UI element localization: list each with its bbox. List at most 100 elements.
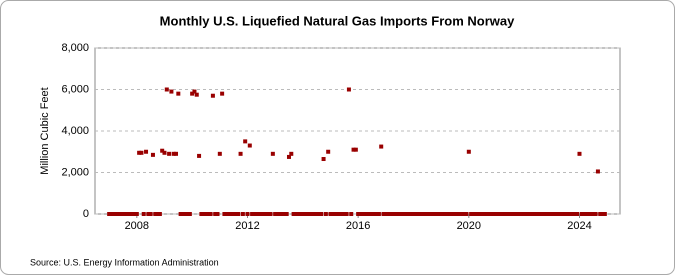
marker <box>243 139 248 144</box>
marker <box>250 212 255 216</box>
marker <box>522 212 527 216</box>
marker <box>582 212 587 216</box>
marker <box>139 150 144 155</box>
marker <box>397 212 402 216</box>
marker <box>457 212 462 216</box>
marker <box>270 151 275 156</box>
x-tick-label: 2016 <box>346 220 370 232</box>
y-tick-label: 0 <box>83 208 89 220</box>
marker <box>524 212 529 216</box>
marker <box>342 212 347 216</box>
marker <box>552 212 557 216</box>
marker <box>134 212 139 216</box>
marker <box>194 92 199 97</box>
marker <box>144 149 149 154</box>
marker <box>570 212 575 216</box>
x-tick-label: 2020 <box>457 220 481 232</box>
marker <box>584 212 589 216</box>
marker <box>379 144 384 149</box>
marker <box>190 91 195 96</box>
marker <box>125 212 130 216</box>
marker <box>519 212 524 216</box>
marker <box>148 212 153 216</box>
marker <box>446 212 451 216</box>
marker <box>480 212 485 216</box>
marker <box>439 212 444 216</box>
marker <box>233 212 238 216</box>
marker <box>441 212 446 216</box>
marker <box>559 212 564 216</box>
marker <box>215 212 220 216</box>
marker <box>340 212 345 216</box>
marker <box>411 212 416 216</box>
marker <box>326 149 331 154</box>
marker <box>579 212 584 216</box>
marker <box>434 212 439 216</box>
marker <box>174 151 179 156</box>
marker <box>217 151 222 156</box>
marker <box>485 212 490 216</box>
marker <box>150 152 155 157</box>
marker <box>307 212 312 216</box>
marker <box>499 212 504 216</box>
marker <box>591 212 596 216</box>
marker <box>517 212 522 216</box>
marker <box>589 212 594 216</box>
marker <box>116 212 121 216</box>
marker <box>575 212 580 216</box>
marker <box>531 212 536 216</box>
marker <box>365 212 370 216</box>
marker <box>478 212 483 216</box>
y-axis-label: Million Cubic Feet <box>39 87 51 174</box>
x-tick-label: 2024 <box>567 220 591 232</box>
y-tick-label: 4,000 <box>61 125 89 137</box>
marker <box>418 212 423 216</box>
marker <box>376 212 381 216</box>
marker <box>314 212 319 216</box>
marker <box>535 212 540 216</box>
marker <box>554 212 559 216</box>
marker <box>167 151 172 156</box>
marker <box>111 212 116 216</box>
marker <box>455 212 460 216</box>
marker <box>261 212 266 216</box>
marker <box>185 212 190 216</box>
marker <box>395 212 400 216</box>
marker <box>268 212 273 216</box>
marker <box>323 212 328 216</box>
marker <box>515 212 520 216</box>
marker <box>501 212 506 216</box>
marker <box>208 212 213 216</box>
marker <box>162 150 167 155</box>
marker <box>450 212 455 216</box>
marker <box>213 212 218 216</box>
marker <box>577 151 582 156</box>
marker <box>180 212 185 216</box>
marker <box>222 212 227 216</box>
marker <box>224 212 229 216</box>
marker <box>526 212 531 216</box>
marker <box>602 212 607 216</box>
marker <box>333 212 338 216</box>
marker <box>427 212 432 216</box>
marker <box>482 212 487 216</box>
marker <box>263 212 268 216</box>
marker <box>291 212 296 216</box>
marker <box>257 212 262 216</box>
marker <box>572 212 577 216</box>
marker <box>286 154 291 159</box>
marker <box>305 212 310 216</box>
marker <box>238 151 243 156</box>
marker <box>240 212 245 216</box>
marker <box>413 212 418 216</box>
marker <box>146 212 151 216</box>
marker <box>538 212 543 216</box>
marker <box>386 212 391 216</box>
marker <box>130 212 135 216</box>
marker <box>381 212 386 216</box>
marker <box>187 212 192 216</box>
marker <box>471 212 476 216</box>
marker <box>266 212 271 216</box>
marker <box>227 212 232 216</box>
marker <box>494 212 499 216</box>
